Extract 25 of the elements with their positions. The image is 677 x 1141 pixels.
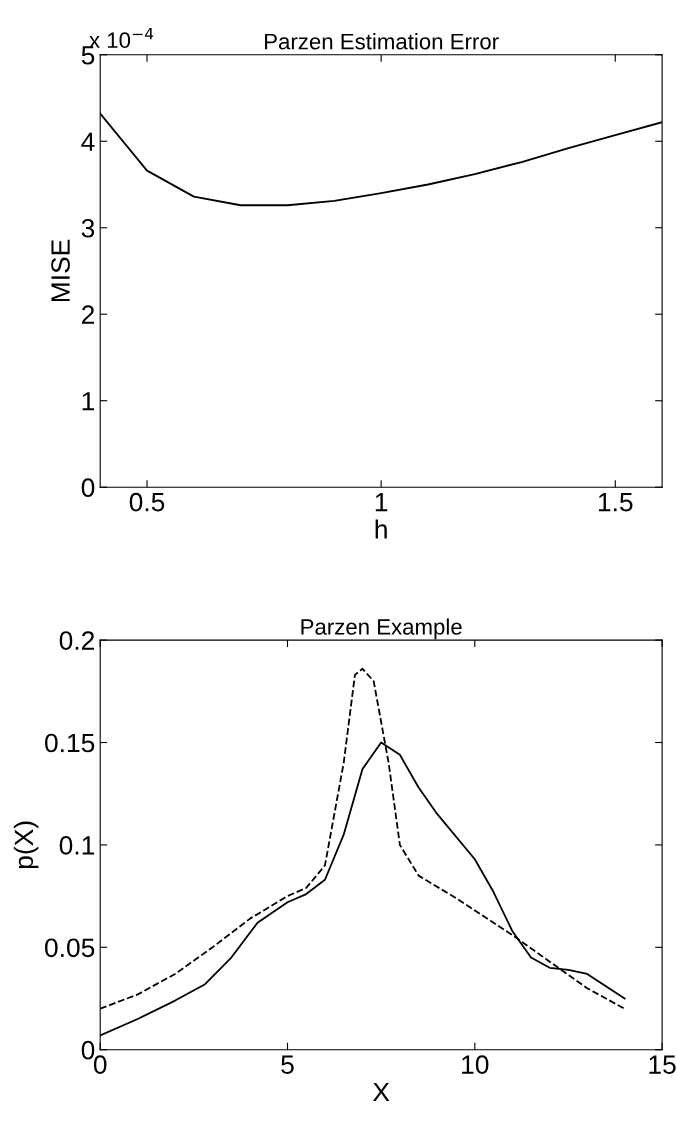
- y-tick-label: 2: [81, 305, 95, 324]
- x-tick-label: 10: [462, 1055, 489, 1074]
- x-axis-title: h: [375, 519, 387, 539]
- y-axis-title: p(X): [13, 821, 39, 869]
- x-axis-title: X: [372, 1082, 390, 1102]
- x-tick-label: 1: [375, 493, 388, 512]
- y-tick-label: 0: [81, 1040, 95, 1060]
- x-tick-label: 5: [281, 1055, 294, 1074]
- y-tick-label: 1: [82, 392, 95, 411]
- y-tick-label: 3: [81, 218, 95, 238]
- y-axis-title: MISE: [51, 239, 70, 302]
- y-tick-label: 0.1: [59, 836, 95, 855]
- x-tick-label: 0.5: [129, 492, 165, 512]
- y-tick-label: 0: [81, 478, 95, 498]
- x-tick-label: 15: [649, 1055, 676, 1074]
- chart-title: Parzen Estimation Error: [265, 33, 499, 50]
- y-tick-label: 0.2: [59, 631, 95, 650]
- chart-title: Parzen Example: [301, 618, 462, 640]
- text: x 10$^{−4}$: [89, 27, 154, 49]
- y-tick-label: 4: [81, 132, 95, 151]
- x-tick-label: 0: [93, 1055, 107, 1074]
- x-tick-label: 1.5: [598, 493, 633, 512]
- y-tick-label: 5: [81, 46, 95, 65]
- y-tick-label: 0.15: [45, 733, 95, 753]
- y-tick-label: 0.05: [45, 938, 95, 958]
